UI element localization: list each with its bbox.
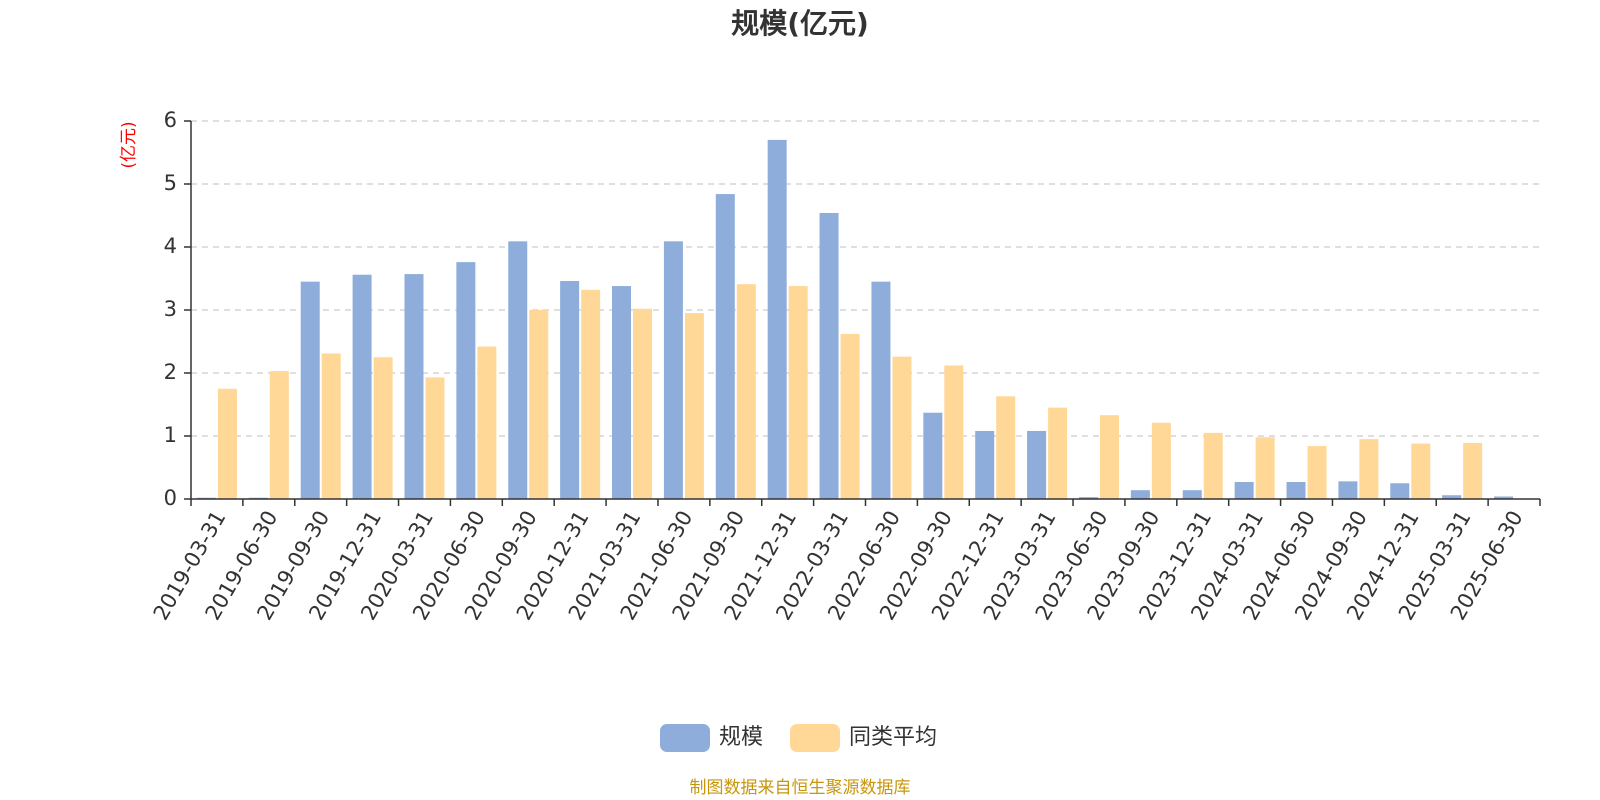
grid-lines (191, 120, 1540, 437)
chart-title: 规模(亿元) (731, 7, 869, 40)
bar-scale (819, 212, 839, 500)
bar-peer-average (581, 289, 601, 499)
y-tick-label: 1 (164, 423, 177, 447)
legend-label: 规模 (719, 725, 763, 750)
bar-peer-average (1255, 437, 1275, 499)
bar-peer-average (321, 353, 341, 499)
bar-peer-average (840, 333, 860, 499)
bar-scale (871, 281, 891, 499)
y-tick-label: 4 (164, 234, 177, 258)
legend-label: 同类平均 (849, 725, 937, 750)
y-axis-unit-label: (亿元) (119, 121, 139, 168)
bar-scale (923, 412, 943, 499)
bar-scale (1286, 481, 1306, 499)
bar-scale (352, 274, 372, 499)
bar-scale (560, 281, 580, 499)
legend-swatch (660, 724, 710, 752)
bar-scale (1442, 495, 1462, 499)
bar-peer-average (996, 396, 1016, 499)
bar-peer-average (217, 388, 237, 499)
bar-scale (300, 281, 320, 499)
y-tick-label: 0 (164, 486, 177, 510)
source-note: 制图数据来自恒生聚源数据库 (690, 778, 911, 798)
y-tick-label: 5 (164, 171, 177, 195)
bar-scale (1390, 483, 1410, 499)
bar-scale (663, 241, 683, 499)
bar-peer-average (1048, 407, 1068, 499)
bar-scale (1182, 490, 1202, 499)
bar-peer-average (788, 286, 808, 499)
bar-peer-average (529, 310, 549, 499)
y-tick-label: 6 (164, 108, 177, 132)
bar-peer-average (1151, 422, 1171, 499)
bar-peer-average (892, 356, 912, 499)
y-tick-label: 2 (164, 360, 177, 384)
bar-peer-average (1463, 442, 1483, 499)
bar-peer-average (633, 308, 653, 499)
bar-scale (767, 139, 787, 499)
bar-scale (1078, 497, 1098, 499)
bar-peer-average (1411, 443, 1431, 499)
bar-scale (508, 241, 528, 499)
bar-scale (1338, 481, 1358, 499)
bar-peer-average (944, 365, 964, 499)
bar-peer-average (373, 357, 393, 499)
legend-swatch (790, 724, 840, 752)
bar-scale (975, 430, 995, 499)
bar-peer-average (425, 377, 445, 499)
bar-peer-average (736, 284, 756, 499)
bar-scale (404, 274, 424, 499)
legend-item-peer-average[interactable]: 同类平均 (790, 724, 937, 752)
bar-peer-average (684, 313, 704, 499)
bars (196, 139, 1514, 500)
legend: 规模 同类平均 (660, 724, 937, 752)
bar-scale (1494, 496, 1514, 499)
bar-scale (612, 286, 632, 499)
bar-scale (1234, 481, 1254, 499)
bar-peer-average (269, 371, 289, 499)
bar-scale (456, 262, 476, 499)
bar-peer-average (1203, 432, 1223, 499)
y-tick-label: 3 (164, 297, 177, 321)
bar-peer-average (1359, 439, 1379, 499)
bar-peer-average (1307, 446, 1327, 499)
bar-scale (1130, 490, 1150, 499)
legend-item-scale[interactable]: 规模 (660, 724, 763, 752)
bar-peer-average (1099, 415, 1119, 499)
bar-scale (715, 194, 735, 499)
bar-scale (1027, 430, 1047, 499)
bar-peer-average (477, 346, 497, 499)
